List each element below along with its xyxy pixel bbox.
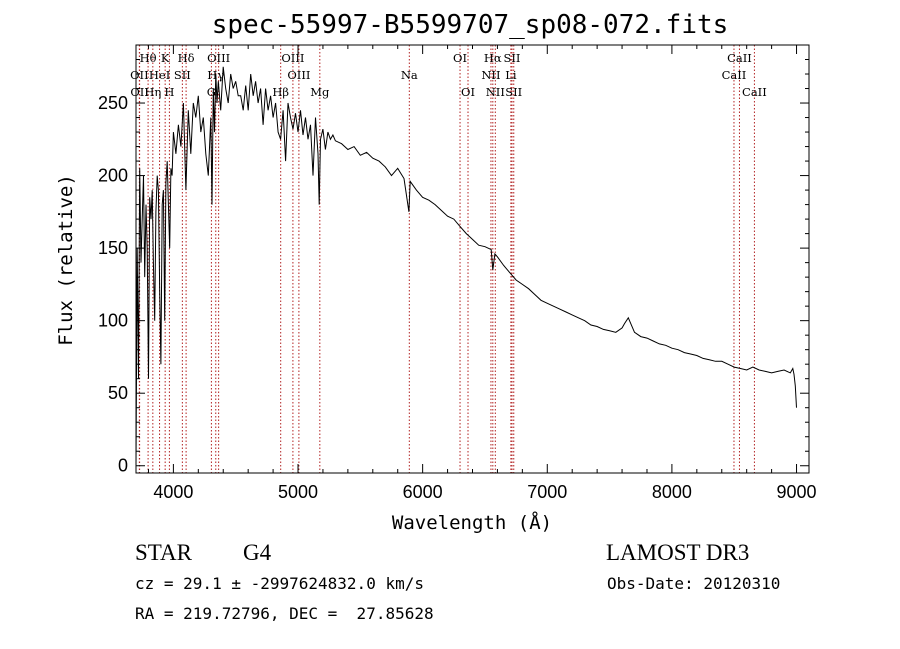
line-label: OI [461, 85, 475, 99]
y-tick-label: 150 [98, 238, 128, 258]
x-tick-label: 6000 [403, 482, 443, 502]
x-tick-label: 9000 [777, 482, 817, 502]
y-tick-label: 100 [98, 311, 128, 331]
line-label: Na [401, 68, 418, 82]
line-label: CaII [722, 68, 747, 82]
x-tick-label: 5000 [278, 482, 318, 502]
line-label: Hα [484, 51, 502, 65]
spectrum-line [135, 66, 797, 466]
y-axis-label: Flux (relative) [55, 174, 77, 346]
line-label: CaII [742, 85, 767, 99]
line-label: Hη [144, 85, 161, 99]
line-label: OII [130, 68, 149, 82]
obs-date: Obs-Date: 20120310 [607, 574, 781, 593]
line-label: OIII [207, 51, 230, 65]
line-label: H [164, 85, 174, 99]
line-label: SII [505, 85, 522, 99]
line-label: Mg [310, 85, 330, 99]
redshift-readout: cz = 29.1 ± -2997624832.0 km/s [135, 574, 424, 593]
line-label: Hβ [272, 85, 289, 99]
x-tick-label: 8000 [652, 482, 692, 502]
y-tick-label: 250 [98, 93, 128, 113]
y-tick-label: 0 [118, 456, 128, 476]
line-label: OI [453, 51, 467, 65]
line-label: OII [130, 85, 149, 99]
line-label: OIII [287, 68, 310, 82]
x-tick-label: 7000 [527, 482, 567, 502]
y-tick-label: 200 [98, 166, 128, 186]
x-axis: 4000 5000 6000 7000 8000 9000 [147, 45, 817, 502]
line-label: SII [174, 68, 191, 82]
line-label: Hδ [178, 51, 195, 65]
spectral-line-markers [138, 45, 755, 473]
chart-title: spec-55997-B5599707_sp08-072.fits [212, 10, 729, 40]
line-label: CaII [727, 51, 752, 65]
coordinates-readout: RA = 219.72796, DEC = 27.85628 [135, 604, 434, 623]
y-tick-label: 50 [108, 383, 128, 403]
spectrum-chart: spec-55997-B5599707_sp08-072.fits Hθ K Hδ O… [55, 10, 817, 534]
line-label: HeI [149, 68, 170, 82]
x-axis-label: Wavelength (Å) [392, 511, 552, 534]
line-label: Li [505, 68, 517, 82]
line-label: NII [486, 85, 505, 99]
line-label: K [161, 51, 170, 65]
object-subclass: G4 [243, 540, 272, 565]
object-class: STAR [135, 540, 192, 565]
x-tick-label: 4000 [153, 482, 193, 502]
survey-name: LAMOST DR3 [606, 540, 750, 565]
y-axis: 0 50 100 150 200 250 [98, 59, 809, 476]
line-label: Hθ [140, 51, 157, 65]
line-label: SII [504, 51, 521, 65]
line-label: NII [481, 68, 500, 82]
line-label: OIII [281, 51, 304, 65]
line-label: G [207, 85, 216, 99]
plot-frame [135, 44, 810, 474]
